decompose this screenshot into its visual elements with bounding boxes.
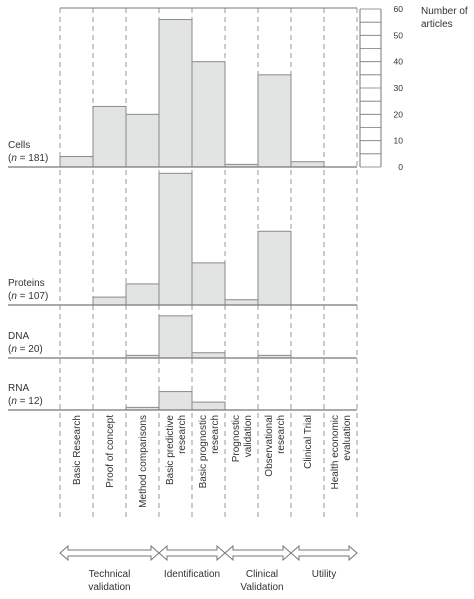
bar-proteins-4 — [191, 262, 226, 306]
bar-rna-3 — [158, 391, 193, 411]
bar-cells-7 — [290, 161, 325, 168]
series-label-rna: RNA — [8, 383, 29, 394]
phase-label: Utility — [312, 569, 336, 580]
category-label: Method comparisons — [138, 415, 149, 508]
category-label: Observationalresearch — [264, 415, 287, 477]
category-label-text: Health economicevaluation — [330, 415, 353, 489]
category-label-text: Basic prognosticresearch — [198, 415, 221, 488]
category-label: Prognosticvalidation — [231, 415, 254, 462]
phase-label: Identification — [164, 569, 220, 580]
category-label-text: Method comparisons — [138, 415, 149, 508]
category-label: Proof of concept — [105, 415, 116, 488]
y-tick-label: 0 — [398, 162, 403, 172]
category-label: Health economicevaluation — [330, 415, 353, 489]
bar-proteins-2 — [125, 283, 160, 306]
series-label-proteins: Proteins — [8, 278, 45, 289]
phase-arrow-0 — [59, 544, 160, 562]
bar-cells-1 — [92, 105, 127, 168]
bar-cells-0 — [59, 155, 94, 168]
y-tick-label: 50 — [394, 30, 404, 40]
category-label: Basic prognosticresearch — [198, 415, 221, 488]
y-tick-label: 30 — [394, 83, 404, 93]
series-n-label: (n = 181) — [8, 153, 48, 164]
bar-dna-3 — [158, 315, 193, 359]
phase-arrow-1 — [158, 544, 226, 562]
bar-proteins-6 — [257, 230, 292, 306]
category-label-text: Clinical Trial — [303, 415, 314, 469]
series-n-label: (n = 12) — [8, 396, 43, 407]
y-tick-label: 10 — [394, 136, 404, 146]
phase-label: Technical — [89, 569, 131, 580]
series-label-dna: DNA — [8, 331, 29, 342]
series-n-label: (n = 20) — [8, 344, 43, 355]
bar-cells-2 — [125, 113, 160, 168]
category-label: Basic Research — [72, 415, 83, 485]
phase-label: Validation — [240, 582, 283, 593]
y-tick-label: 40 — [394, 57, 404, 67]
bar-rna-4 — [191, 401, 226, 411]
y-axis-label: articles — [421, 19, 453, 30]
category-label-text: Proof of concept — [105, 415, 116, 488]
bar-cells-3 — [158, 19, 193, 168]
phase-label: Clinical — [246, 569, 278, 580]
bar-cells-4 — [191, 61, 226, 168]
category-label-text: Basic Research — [72, 415, 83, 485]
y-axis-label: Number of — [421, 6, 468, 17]
series-label-cells: Cells — [8, 140, 30, 151]
y-tick-label: 60 — [394, 4, 404, 14]
phase-label: validation — [88, 582, 130, 593]
bar-dna-4 — [191, 352, 226, 359]
series-n-label: (n = 107) — [8, 291, 48, 302]
category-label-text: Observationalresearch — [264, 415, 287, 477]
y-tick-label: 20 — [394, 109, 404, 119]
bar-proteins-3 — [158, 172, 193, 306]
category-label-text: Prognosticvalidation — [231, 415, 254, 462]
bar-cells-6 — [257, 74, 292, 168]
category-label: Clinical Trial — [303, 415, 314, 469]
bar-proteins-1 — [92, 296, 127, 306]
category-label: Basic predictiveresearch — [165, 415, 188, 485]
bar-proteins-5 — [224, 299, 259, 306]
phase-arrow-2 — [224, 544, 292, 562]
category-label-text: Basic predictiveresearch — [165, 415, 188, 485]
phase-arrow-3 — [290, 544, 358, 562]
